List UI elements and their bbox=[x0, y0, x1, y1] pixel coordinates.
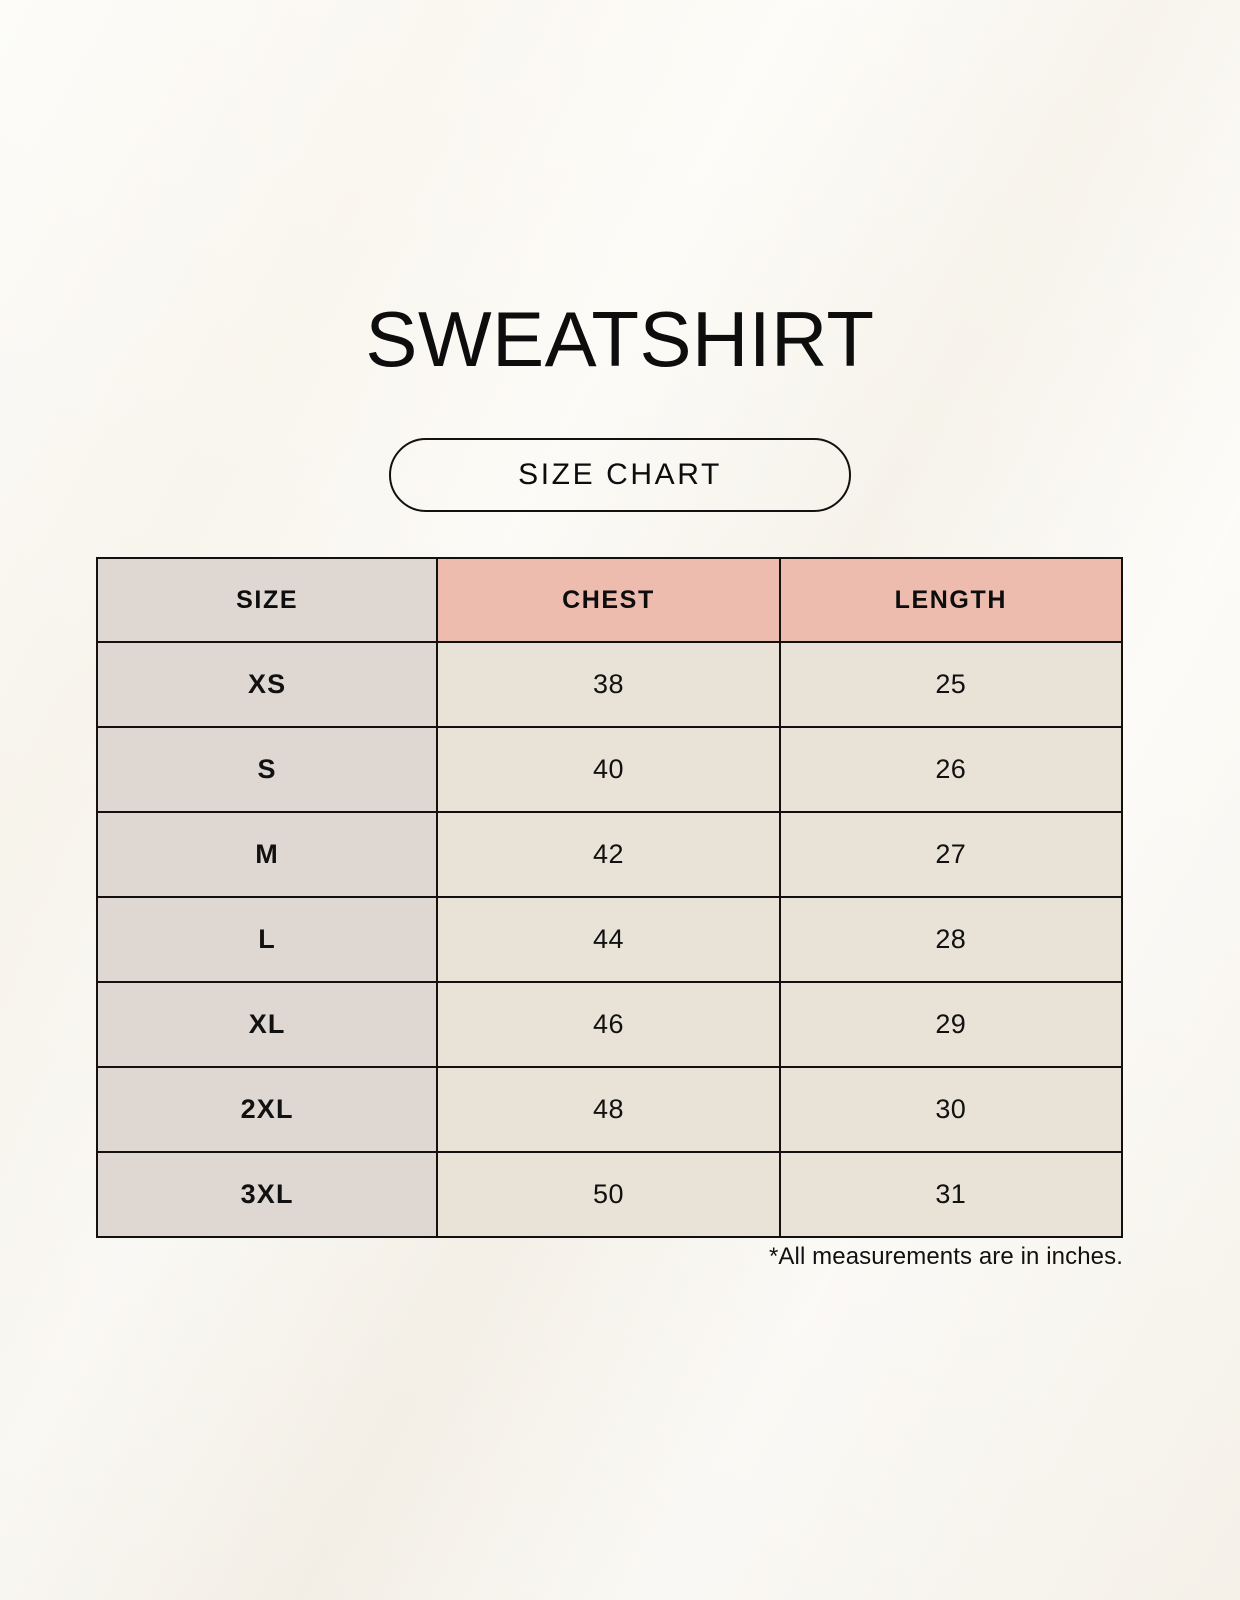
cell-chest: 40 bbox=[436, 726, 781, 813]
cell-length: 27 bbox=[778, 811, 1124, 898]
cell-chest: 46 bbox=[436, 981, 781, 1068]
cell-size: 3XL bbox=[95, 1151, 439, 1238]
measurement-note: *All measurements are in inches. bbox=[768, 1243, 1123, 1270]
table-body: XS 38 25 S 40 26 M 42 27 L 44 28 bbox=[95, 641, 1124, 1238]
table-header-row: SIZE CHEST LENGTH bbox=[95, 557, 1124, 643]
cell-size: XL bbox=[95, 981, 439, 1068]
table-row: XS 38 25 bbox=[95, 641, 1124, 728]
cell-chest: 48 bbox=[436, 1066, 781, 1153]
cell-size: M bbox=[95, 811, 439, 898]
table-header: SIZE CHEST LENGTH bbox=[95, 557, 1124, 643]
cell-length: 25 bbox=[778, 641, 1124, 728]
size-table: SIZE CHEST LENGTH XS 38 25 S 40 26 M bbox=[95, 557, 1124, 1238]
page-title: SWEATSHIRT bbox=[365, 295, 875, 383]
badge-container: SIZE CHART bbox=[0, 438, 1240, 512]
cell-size: XS bbox=[95, 641, 439, 728]
cell-length: 26 bbox=[778, 726, 1124, 813]
cell-length: 28 bbox=[778, 896, 1124, 983]
cell-size: 2XL bbox=[95, 1066, 439, 1153]
table-row: 3XL 50 31 bbox=[95, 1151, 1124, 1238]
cell-length: 30 bbox=[778, 1066, 1124, 1153]
table-row: L 44 28 bbox=[95, 896, 1124, 983]
cell-chest: 38 bbox=[436, 641, 781, 728]
cell-chest: 44 bbox=[436, 896, 781, 983]
cell-chest: 42 bbox=[436, 811, 781, 898]
cell-length: 29 bbox=[778, 981, 1124, 1068]
size-table-container: SIZE CHEST LENGTH XS 38 25 S 40 26 M bbox=[95, 557, 1124, 1238]
cell-size: S bbox=[95, 726, 439, 813]
table-row: XL 46 29 bbox=[95, 981, 1124, 1068]
column-header-size: SIZE bbox=[95, 557, 439, 643]
cell-size: L bbox=[95, 896, 439, 983]
cell-length: 31 bbox=[778, 1151, 1124, 1238]
table-row: M 42 27 bbox=[95, 811, 1124, 898]
column-header-length: LENGTH bbox=[778, 557, 1124, 643]
size-chart-badge: SIZE CHART bbox=[389, 438, 851, 512]
column-header-chest: CHEST bbox=[436, 557, 781, 643]
cell-chest: 50 bbox=[436, 1151, 781, 1238]
table-row: S 40 26 bbox=[95, 726, 1124, 813]
table-row: 2XL 48 30 bbox=[95, 1066, 1124, 1153]
